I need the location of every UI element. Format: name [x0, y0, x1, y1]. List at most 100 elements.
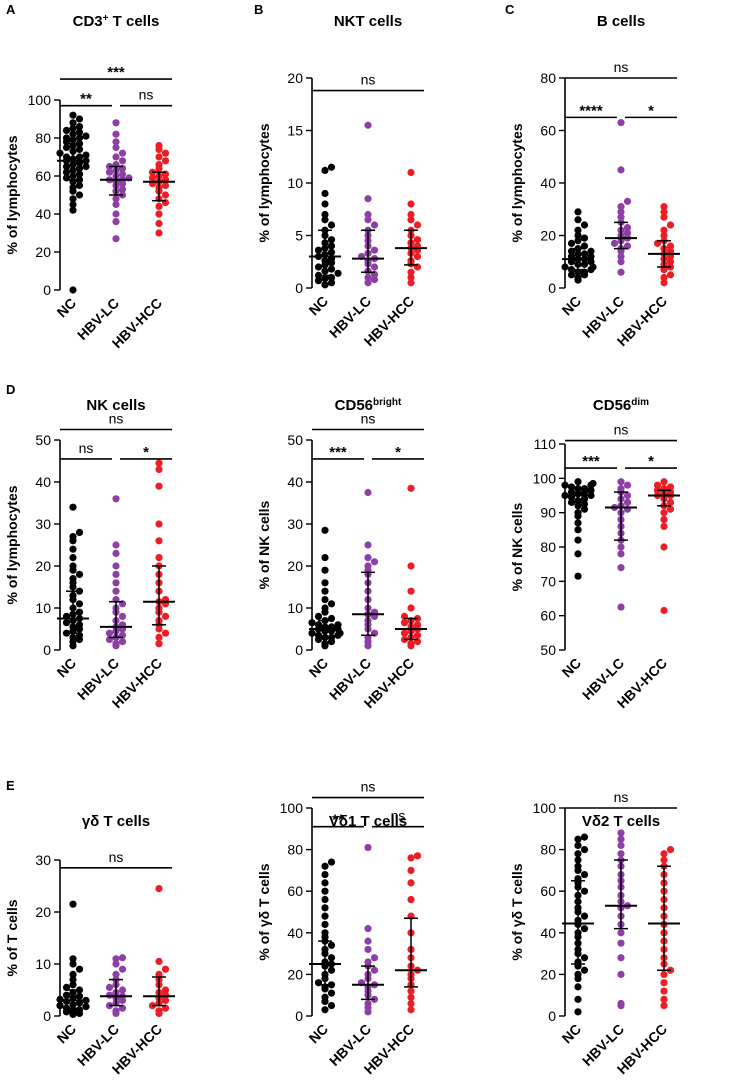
data-point	[617, 603, 625, 611]
data-point	[69, 183, 77, 191]
data-point	[321, 887, 329, 895]
data-point	[587, 486, 595, 494]
data-point	[574, 970, 582, 979]
data-point	[321, 587, 329, 595]
data-point	[574, 983, 582, 991]
y-tick-label: 60	[35, 168, 51, 184]
data-point	[407, 210, 415, 219]
data-point	[308, 619, 316, 627]
data-point	[327, 966, 336, 974]
data-point	[407, 587, 415, 595]
data-point	[75, 115, 84, 123]
data-point	[155, 459, 163, 467]
data-point	[334, 621, 342, 629]
data-point	[589, 479, 597, 488]
data-point	[112, 495, 120, 503]
data-point	[660, 273, 668, 282]
y-tick-label: 40	[540, 175, 556, 191]
data-point	[617, 258, 625, 266]
data-point	[75, 191, 84, 199]
data-point	[660, 606, 668, 615]
data-point	[666, 221, 675, 229]
data-point	[660, 226, 668, 234]
data-point	[574, 1008, 582, 1016]
y-tick-label: 80	[540, 842, 556, 858]
x-category-label: NC	[53, 1021, 79, 1047]
data-point	[574, 273, 582, 282]
data-point	[62, 143, 71, 152]
data-point	[69, 545, 77, 553]
data-point	[364, 554, 372, 562]
data-point	[69, 111, 77, 119]
data-point	[623, 229, 632, 237]
data-point	[407, 640, 415, 648]
data-point	[660, 543, 668, 551]
data-point	[69, 533, 77, 541]
data-point	[567, 488, 576, 496]
data-point	[161, 996, 170, 1005]
data-point	[364, 562, 372, 570]
data-point	[118, 638, 127, 646]
data-point	[407, 279, 415, 287]
data-point	[75, 134, 84, 142]
y-tick-label: 60	[287, 883, 303, 899]
data-point	[666, 505, 675, 513]
panel-letter: C	[505, 2, 515, 17]
y-tick-label: 20	[540, 228, 556, 244]
data-point	[155, 219, 163, 228]
data-point	[112, 579, 120, 587]
x-category-label: NC	[53, 655, 79, 681]
data-point	[364, 216, 372, 224]
y-tick-label: 100	[280, 800, 304, 816]
panel-letter: A	[6, 2, 16, 17]
data-point	[155, 537, 163, 545]
data-point	[617, 835, 625, 843]
data-point	[580, 833, 589, 841]
data-point	[574, 841, 582, 850]
data-point	[75, 600, 84, 608]
data-point	[112, 143, 120, 152]
y-axis-label: % of lymphocytes	[509, 123, 525, 242]
chart-title: Vδ2 T cells	[582, 813, 660, 830]
data-point	[327, 1002, 336, 1010]
data-point	[413, 852, 422, 860]
data-point	[660, 515, 668, 524]
data-point	[321, 862, 329, 870]
data-point	[69, 503, 77, 511]
y-tick-label: 100	[533, 800, 557, 816]
data-point	[617, 252, 625, 261]
data-point	[370, 558, 379, 566]
data-point	[580, 954, 589, 962]
x-category-label: NC	[305, 293, 331, 319]
data-point	[574, 536, 582, 544]
data-point	[112, 955, 120, 963]
y-axis-label: % of lymphocytes	[4, 485, 20, 604]
data-point	[660, 203, 668, 211]
data-point	[574, 509, 582, 517]
data-point	[75, 992, 84, 1000]
y-tick-label: 60	[540, 883, 556, 899]
data-point	[327, 989, 336, 997]
y-axis-label: % of NK cells	[509, 502, 525, 591]
data-point	[321, 920, 329, 929]
y-tick-label: 80	[540, 539, 556, 555]
data-point	[161, 157, 170, 165]
data-point	[623, 481, 632, 489]
x-category-label: NC	[305, 655, 331, 681]
chart-title: CD56bright	[335, 397, 402, 415]
data-point	[321, 200, 329, 208]
panel-letter: D	[6, 382, 15, 397]
data-point	[660, 279, 668, 287]
data-point	[161, 986, 170, 994]
data-point	[334, 269, 342, 277]
data-point	[653, 481, 662, 489]
data-point	[118, 149, 127, 157]
chart-panel-9: Vδ2 T cells 0 20 40 60 80 100 % of γδ T cells NC…	[509, 789, 680, 1077]
data-point	[364, 121, 372, 129]
y-tick-label: 70	[540, 573, 556, 589]
data-point	[69, 970, 77, 979]
data-point	[112, 119, 120, 127]
data-point	[62, 991, 71, 999]
data-point	[407, 216, 415, 224]
data-point	[75, 528, 84, 537]
